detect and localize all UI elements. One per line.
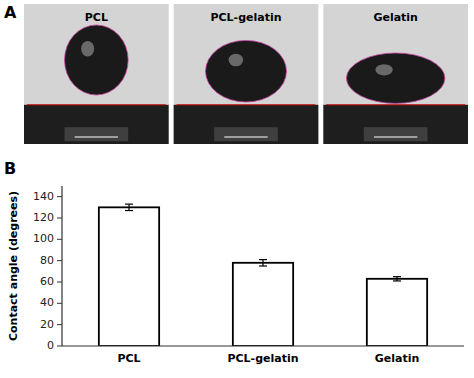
bars	[99, 204, 427, 346]
y-axis-line	[61, 186, 62, 346]
photo-label: PCL-gelatin	[210, 11, 281, 24]
error-stem	[396, 277, 397, 281]
droplet-highlight	[81, 41, 94, 56]
x-tick-label: PCL-gelatin	[227, 352, 298, 365]
x-tick-label: Gelatin	[375, 352, 420, 365]
photo-panel: PCL-gelatin	[174, 4, 319, 144]
error-cap	[259, 259, 267, 260]
scale-bar	[374, 137, 417, 138]
bar	[367, 279, 427, 346]
droplet	[346, 53, 444, 103]
droplet	[205, 40, 286, 102]
photo-label: Gelatin	[373, 11, 418, 24]
error-stem	[128, 204, 129, 210]
bar	[99, 207, 159, 346]
error-bar	[259, 260, 267, 266]
droplet	[65, 25, 129, 95]
x-axis-line	[62, 345, 464, 346]
panel-label: B	[4, 159, 16, 178]
droplet-highlight	[229, 54, 243, 67]
error-cap	[393, 280, 401, 281]
error-cap	[125, 204, 133, 205]
baseline	[326, 104, 465, 105]
y-tick-label: 100	[33, 232, 54, 245]
baseline	[177, 104, 316, 105]
photo-background	[323, 4, 468, 144]
photo-panel: PCL	[24, 4, 169, 144]
error-bar	[393, 277, 401, 281]
y-tick	[57, 239, 62, 240]
y-tick	[57, 324, 62, 325]
scale-bar	[224, 137, 267, 138]
y-tick-label: 80	[40, 254, 54, 267]
scale-box	[364, 127, 428, 141]
y-tick	[57, 303, 62, 304]
y-tick-label: 120	[33, 211, 54, 224]
y-tick-label: 0	[47, 339, 54, 352]
photo-background	[174, 4, 319, 144]
error-cap	[259, 265, 267, 266]
chart-root: A PCL PCL-gelatin Gelatin B 0 20 40 60 80 100 120 14…	[0, 0, 474, 378]
bar	[233, 263, 293, 346]
y-tick-label: 60	[40, 275, 54, 288]
y-tick-label: 40	[40, 296, 54, 309]
figure: A PCL PCL-gelatin Gelatin B 0 20 40 60 80 100 120 14…	[0, 0, 474, 378]
y-tick	[57, 260, 62, 261]
y-axis: 0 20 40 60 80 100 120 140	[33, 190, 62, 352]
photo-substrate	[24, 105, 169, 144]
scale-bar	[75, 137, 118, 138]
photo-panel: Gelatin	[323, 4, 468, 144]
photo-label: PCL	[85, 11, 108, 24]
photo-substrate	[174, 105, 319, 144]
y-tick	[57, 282, 62, 283]
y-tick	[57, 218, 62, 219]
y-tick-label: 20	[40, 318, 54, 331]
x-tick-label: PCL	[117, 352, 140, 365]
y-axis-label: Contact angle (degrees)	[7, 191, 20, 341]
photo-substrate	[323, 105, 468, 144]
panel-label: A	[4, 3, 17, 22]
baseline	[27, 104, 166, 105]
error-cap	[125, 210, 133, 211]
y-tick	[57, 196, 62, 197]
error-cap	[393, 276, 401, 277]
scale-box	[214, 127, 278, 141]
droplet-highlight	[375, 64, 392, 75]
error-bar	[125, 204, 133, 210]
photo-background	[24, 4, 169, 144]
error-stem	[262, 260, 263, 266]
y-tick-label: 140	[33, 190, 54, 203]
y-tick	[57, 346, 62, 347]
scale-box	[65, 127, 129, 141]
